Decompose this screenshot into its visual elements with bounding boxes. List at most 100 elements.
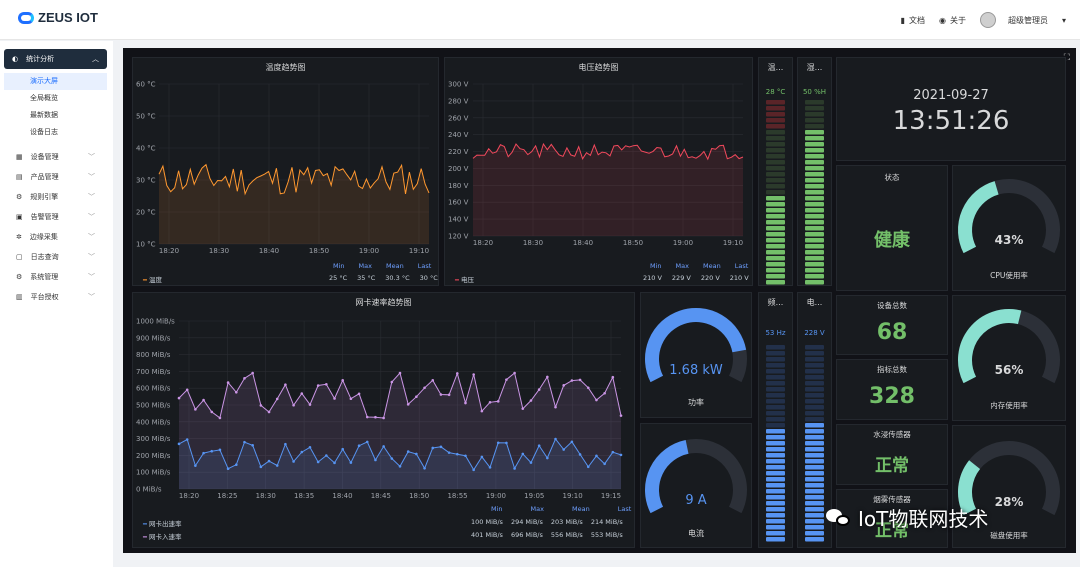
hdr-mean: Mean — [386, 262, 404, 270]
data-point — [251, 371, 254, 375]
bar-segment — [805, 459, 824, 464]
bar-segment — [805, 387, 824, 392]
status-title: 状态 — [884, 173, 900, 182]
data-point — [406, 403, 410, 406]
bar-segment — [766, 477, 785, 482]
disk-label: 磁盘使用率 — [990, 531, 1028, 540]
data-point — [562, 384, 566, 387]
temp-legend-stats: 25 °C 35 °C 30.3 °C 30 °C — [329, 274, 438, 282]
data-point — [439, 393, 443, 396]
stat-mean: 220 V — [700, 274, 720, 282]
data-point — [570, 440, 574, 444]
bar-segment — [805, 178, 824, 183]
bar-segment — [805, 226, 824, 231]
data-point — [423, 386, 426, 390]
about-link[interactable]: ◉ 关于 — [939, 15, 966, 26]
bar-segment — [766, 214, 785, 219]
smoke-value: 正常 — [875, 521, 909, 541]
sidebar-item-device[interactable]: ▦ 设备管理 ﹀ — [0, 147, 113, 167]
hdr-min: Min — [333, 262, 345, 270]
data-point — [455, 452, 459, 456]
rules-icon: ⚙ — [16, 193, 23, 201]
legend-swatch: ━ — [143, 533, 147, 541]
sidebar-item-alarm[interactable]: ▣ 告警管理 ﹀ — [0, 207, 113, 227]
bar-segment — [805, 537, 824, 542]
fullscreen-icon[interactable]: ⛶ — [1063, 53, 1070, 63]
data-point — [595, 398, 598, 402]
sidebar-sub-overview[interactable]: 全局概览 — [30, 94, 58, 102]
cpu-label: CPU使用率 — [990, 271, 1028, 280]
bar-segment — [805, 369, 824, 374]
stat-mean: 30.3 °C — [385, 274, 410, 282]
x-tick-label: 18:30 — [256, 492, 276, 500]
disk-panel: 28% 磁盘使用率 — [952, 425, 1066, 548]
sidebar-item-product[interactable]: ▤ 产品管理 ﹀ — [0, 167, 113, 187]
bar-segment — [766, 489, 785, 494]
sidebar-sub-dashboard[interactable]: 演示大屏 — [4, 73, 107, 90]
bar-segment — [805, 375, 824, 380]
data-point — [226, 467, 230, 471]
data-point — [537, 444, 541, 447]
brand-logo[interactable]: ZEUS IOT — [18, 10, 98, 25]
stat-max: 35 °C — [357, 274, 376, 282]
bar-segment — [805, 513, 824, 518]
bar-segment — [766, 148, 785, 153]
hdr-mean: Mean — [572, 505, 590, 513]
license-icon: ▥ — [16, 293, 23, 301]
data-point — [537, 388, 541, 391]
volt-chart-panel: 电压趋势图 300 V 280 V 260 V 240 V 220 V 200 V 180 … — [444, 57, 753, 286]
bar-segment — [805, 220, 824, 225]
data-point — [611, 375, 615, 379]
info-icon: ◉ — [939, 15, 946, 25]
temp-legend: ━ 温度 — [143, 274, 162, 284]
legend-swatch: ━ — [143, 276, 147, 284]
bar-segment — [805, 208, 824, 213]
sidebar-item-logs[interactable]: ▢ 日志查询 ﹀ — [0, 247, 113, 267]
bar-segment — [805, 507, 824, 512]
cpu-value: 43% — [994, 233, 1024, 247]
bar-segment — [805, 519, 824, 524]
sidebar-item-license[interactable]: ▥ 平台授权 ﹀ — [0, 287, 113, 307]
y-tick-label: 160 V — [448, 199, 469, 207]
user-menu[interactable]: 超级管理员 ▾ — [979, 12, 1066, 28]
menu-statistics[interactable]: ◐ 统计分析 ︿ — [4, 49, 107, 69]
bar-segment — [805, 244, 824, 249]
data-point — [300, 392, 304, 395]
sidebar-item-edge[interactable]: ✲ 边缘采集 ﹀ — [0, 227, 113, 247]
temp-chart-title: 温度趋势图 — [265, 63, 306, 72]
volt-legend-headers: Min Max Mean Last — [650, 262, 748, 270]
y-tick-label: 0 MiB/s — [136, 486, 162, 494]
gauge-fill — [645, 440, 689, 514]
y-tick-label: 30 °C — [136, 177, 156, 185]
data-point — [243, 440, 246, 444]
chevron-down-icon: ﹀ — [88, 213, 95, 221]
power-value: 1.68 kW — [669, 363, 723, 378]
stat-mean: 203 MiB/s — [550, 518, 583, 526]
bar-segment — [805, 345, 824, 350]
data-point — [218, 416, 222, 420]
bar-segment — [766, 226, 785, 231]
volt-chart-title: 电压趋势图 — [578, 63, 619, 72]
current-value: 9 A — [685, 493, 707, 508]
x-tick-label: 18:55 — [447, 492, 467, 500]
bar-segment — [766, 232, 785, 237]
sidebar-sub-logs[interactable]: 设备日志 — [30, 128, 58, 136]
sidebar-item-rules[interactable]: ⚙ 规则引擎 ﹀ — [0, 187, 113, 207]
hdr-last: Last — [417, 262, 432, 270]
humid-bar-title: 湿... — [806, 63, 823, 72]
bar-segment — [805, 148, 824, 153]
bar-segment — [766, 357, 785, 362]
data-point — [316, 460, 320, 464]
data-point — [357, 444, 361, 448]
clock-panel: 2021-09-27 13:51:26 — [836, 57, 1066, 161]
stat-last: 214 MiB/s — [590, 518, 623, 526]
bar-segment — [766, 507, 785, 512]
x-tick-label: 19:15 — [601, 492, 621, 500]
temp-bar-panel: 温... 28 °C — [758, 57, 793, 286]
sidebar-sub-latest[interactable]: 最新数据 — [30, 111, 58, 119]
humid-bar-gauge — [805, 100, 824, 285]
sidebar-item-system[interactable]: ⚙ 系统管理 ﹀ — [0, 267, 113, 287]
mem-label: 内存使用率 — [990, 401, 1028, 410]
docs-link[interactable]: ▮ 文档 — [901, 15, 925, 26]
y-tick-label: 280 V — [448, 97, 469, 105]
